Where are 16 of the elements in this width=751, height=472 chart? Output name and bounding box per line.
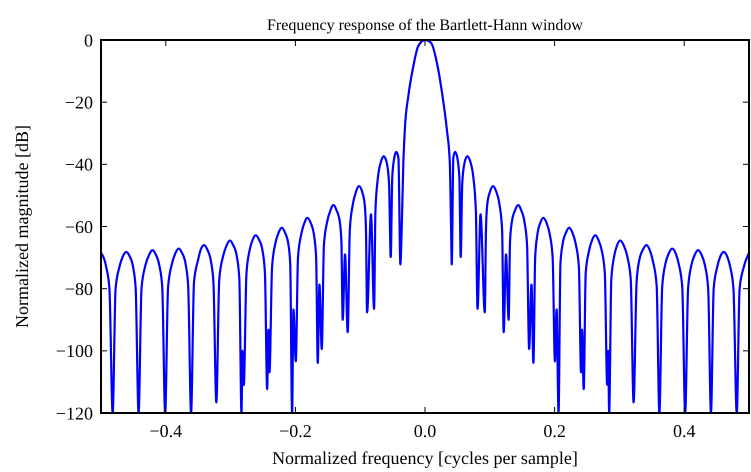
- y-tick-label: 0: [84, 30, 93, 50]
- y-tick-label: −40: [64, 154, 93, 175]
- x-tick-label: 0.2: [543, 421, 566, 441]
- chart-title: Frequency response of the Bartlett-Hann window: [267, 17, 584, 34]
- x-tick-label: −0.2: [279, 421, 312, 441]
- x-tick-label: 0.0: [414, 421, 436, 441]
- y-tick-label: −20: [64, 92, 93, 112]
- y-tick-label: −100: [56, 341, 93, 362]
- y-tick-label: −120: [56, 403, 93, 424]
- y-tick-label: −80: [64, 278, 93, 299]
- x-axis-title: Normalized frequency [cycles per sample]: [272, 448, 578, 468]
- x-tick-label: 0.4: [672, 421, 696, 441]
- y-tick-label: −60: [64, 216, 93, 237]
- line-series: [101, 40, 749, 413]
- x-tick-label: −0.4: [149, 421, 182, 441]
- y-axis-title: Normalized magnitude [dB]: [12, 125, 32, 328]
